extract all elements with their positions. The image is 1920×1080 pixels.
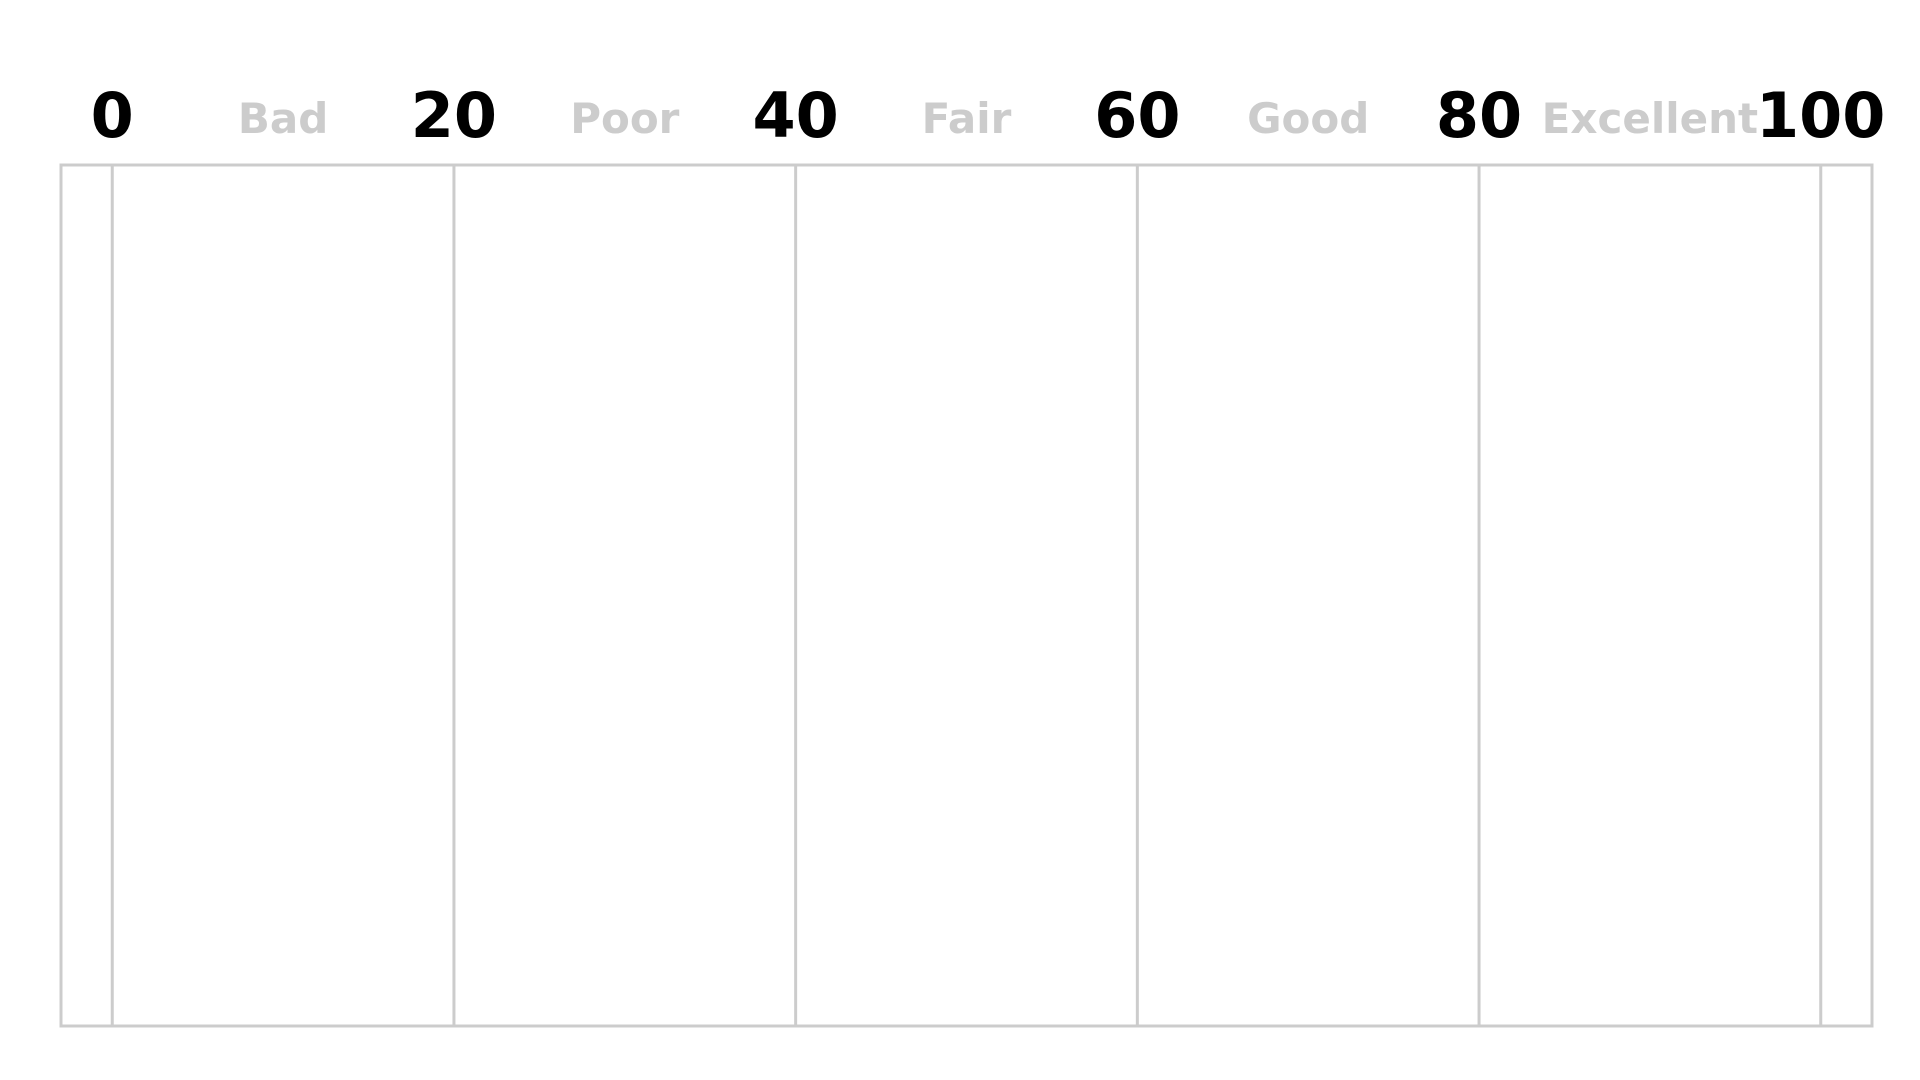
grid-lines xyxy=(110,165,1823,1026)
band-label-excellent: Excellent xyxy=(1542,94,1758,143)
tick-label-0: 0 xyxy=(91,79,134,152)
band-labels: Bad Poor Fair Good Excellent xyxy=(238,94,1758,143)
tick-label-40: 40 xyxy=(753,79,839,152)
band-label-good: Good xyxy=(1247,94,1369,143)
band-label-bad: Bad xyxy=(238,94,328,143)
tick-labels: 0 20 40 60 80 100 xyxy=(91,79,1886,152)
plot-frame xyxy=(59,163,1874,1028)
band-label-poor: Poor xyxy=(570,94,679,143)
tick-label-20: 20 xyxy=(411,79,497,152)
tick-label-80: 80 xyxy=(1436,79,1522,152)
tick-label-60: 60 xyxy=(1094,79,1180,152)
band-label-fair: Fair xyxy=(922,94,1012,143)
tick-label-100: 100 xyxy=(1756,79,1885,152)
